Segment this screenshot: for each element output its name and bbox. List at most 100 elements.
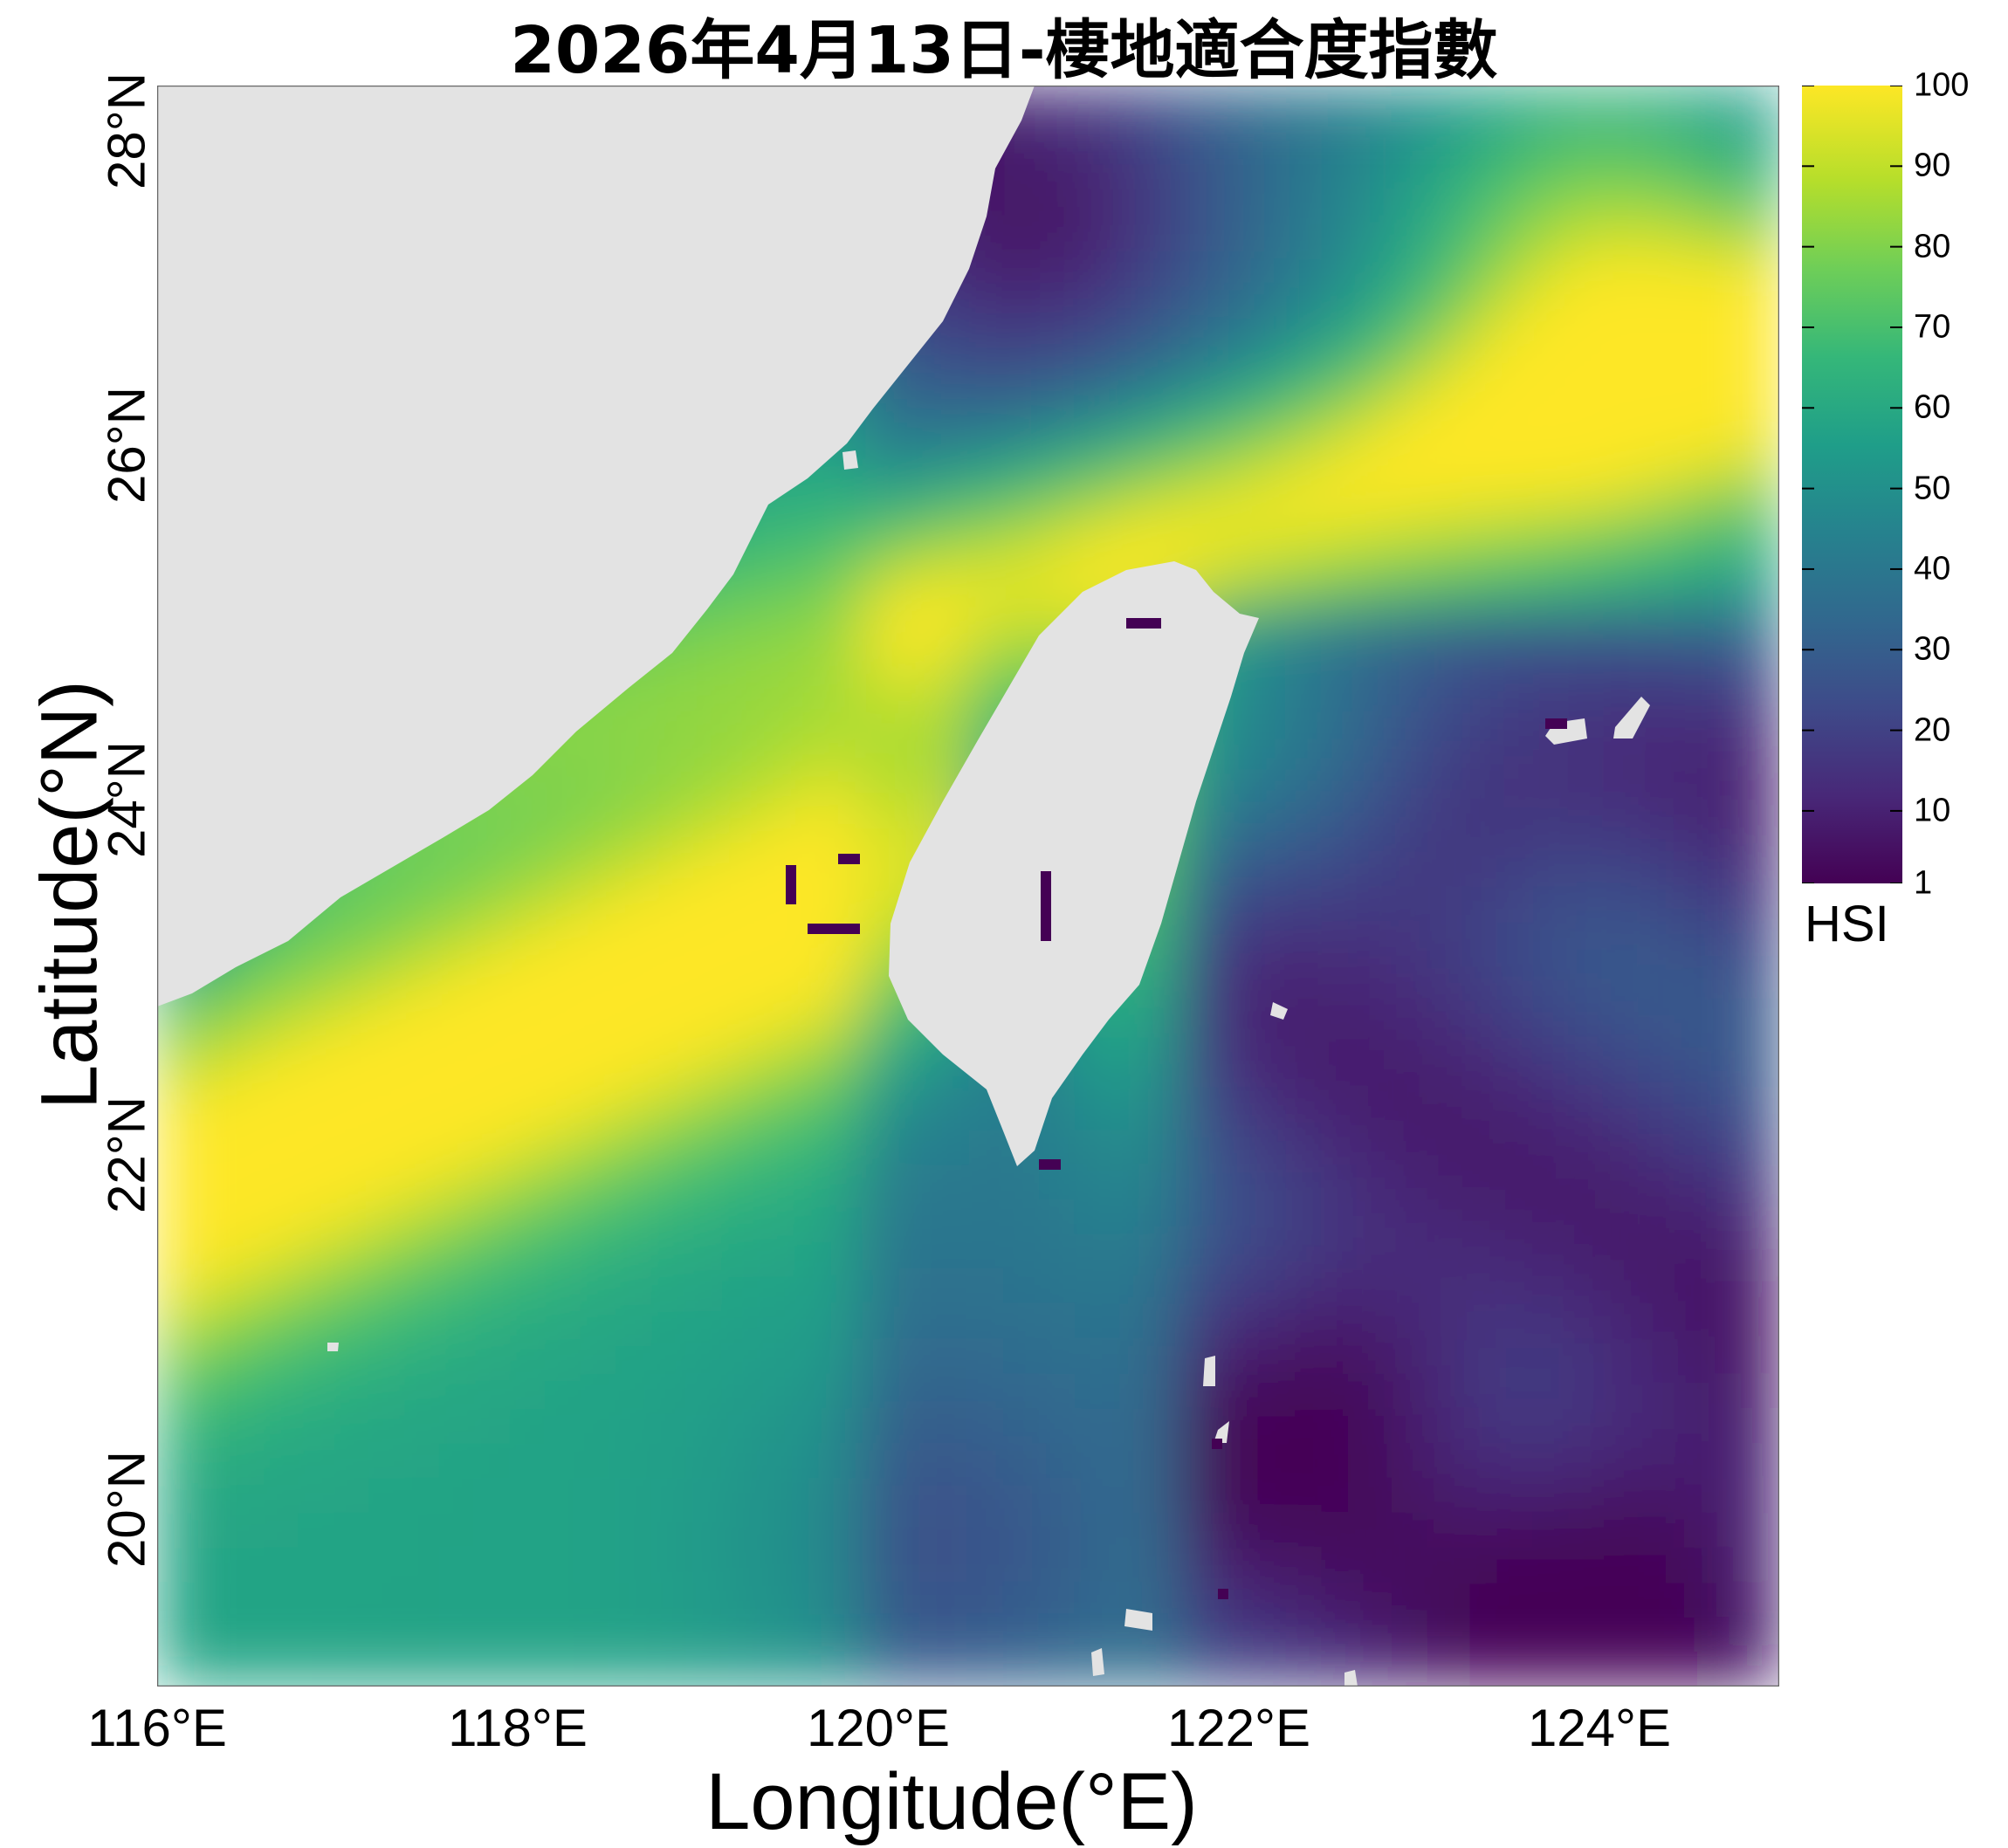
hsi-cell [1145, 468, 1181, 505]
hsi-cell [1285, 120, 1322, 156]
hsi-cell [1320, 1164, 1358, 1200]
hsi-cell [721, 1303, 758, 1340]
hsi-cell [439, 1547, 476, 1584]
hsi-cell [1320, 329, 1358, 365]
hsi-cell [157, 1199, 194, 1235]
hsi-cell [1003, 538, 1040, 574]
hsi-cell [1109, 1652, 1145, 1687]
hsi-cell [1567, 259, 1605, 296]
hsi-cell [1743, 433, 1779, 470]
hsi-cell [615, 1164, 652, 1200]
hsi-cell [721, 886, 758, 922]
hsi-cell [1743, 677, 1779, 713]
hsi-cell [1532, 1060, 1569, 1096]
hsi-cell [1461, 920, 1498, 957]
hsi-cell [545, 990, 581, 1027]
hsi-cell [1743, 642, 1779, 678]
hsi-cell [1673, 816, 1710, 853]
hsi-cell [1743, 1338, 1779, 1375]
hsi-cell [1673, 538, 1710, 574]
hsi-cell [1603, 1582, 1640, 1618]
hsi-cell [1074, 1095, 1111, 1131]
hsi-cell [756, 1442, 794, 1479]
hsi-cell [1250, 1164, 1287, 1200]
hsi-cell [1427, 1095, 1463, 1131]
hsi-cell [1356, 1025, 1393, 1061]
hsi-cell [1743, 1652, 1779, 1687]
hsi-cell [1179, 259, 1216, 296]
hsi-cell [1743, 259, 1779, 296]
hsi-cell [227, 990, 265, 1027]
hsi-cell [1496, 155, 1534, 191]
hsi-cell [932, 1338, 969, 1375]
hsi-cell [897, 468, 934, 505]
hsi-cell [1391, 1582, 1428, 1618]
hsi-cell [792, 608, 829, 643]
hsi-cell [1567, 1582, 1605, 1618]
hsi-cell [545, 1373, 581, 1410]
hsi-cell [827, 746, 863, 783]
hsi-cell [1496, 1095, 1534, 1131]
hsi-cell [1109, 1303, 1145, 1340]
hsi-cell [827, 816, 863, 853]
hsi-cell [474, 1512, 511, 1549]
hsi-cell [1638, 1199, 1674, 1235]
hsi-cell [1567, 1442, 1605, 1479]
hsi-cell [192, 1512, 229, 1549]
hsi-cell [403, 990, 441, 1027]
hsi-cell [1567, 1652, 1605, 1687]
hsi-cell [897, 1268, 934, 1305]
hsi-cell [368, 1060, 405, 1096]
hsi-cell [1356, 155, 1393, 191]
hsi-cell [1391, 1268, 1428, 1305]
hsi-cell [862, 1652, 899, 1687]
hsi-cell [1567, 886, 1605, 922]
hsi-cell [1038, 1303, 1076, 1340]
hsi-cell [1567, 1130, 1605, 1165]
hsi-cell [1356, 1652, 1393, 1687]
hsi-cell [1214, 294, 1252, 331]
colorbar-tick-label: 20 [1914, 711, 1951, 749]
land-layer [157, 86, 1650, 1687]
hsi-cell [1038, 259, 1076, 296]
hsi-cell [1038, 1408, 1076, 1444]
hsi-cell [1461, 1303, 1498, 1340]
hsi-cell [1461, 1233, 1498, 1270]
hsi-cell [685, 781, 723, 818]
hsi-cell [1427, 851, 1463, 887]
hsi-cell [1320, 711, 1358, 748]
hsi-cell [192, 1060, 229, 1096]
hsi-cell [1214, 224, 1252, 261]
hsi-cell [756, 1582, 794, 1618]
hsi-cell [615, 1095, 652, 1131]
hsi-cell [1250, 955, 1287, 992]
hsi-cell [1179, 1233, 1216, 1270]
hsi-cell [1145, 1442, 1181, 1479]
hsi-cell [1214, 1512, 1252, 1549]
hsi-cell [1250, 120, 1287, 156]
hsi-cell [1673, 364, 1710, 400]
hsi-cell [403, 1652, 441, 1687]
hsi-cell [1427, 1130, 1463, 1165]
y-tick-label: 22°N [97, 1096, 156, 1214]
hsi-cell [792, 1547, 829, 1584]
hsi-cell [1285, 503, 1322, 539]
hsi-cell [368, 1408, 405, 1444]
hsi-cell [1567, 1060, 1605, 1096]
hsi-cell [1391, 851, 1428, 887]
hsi-cell [897, 538, 934, 574]
hsi-cell [1603, 642, 1640, 678]
hsi-cell [157, 1582, 194, 1618]
hsi-cell [685, 955, 723, 992]
hsi-cell [1603, 433, 1640, 470]
hsi-cell [263, 955, 299, 992]
hsi-cell [1145, 398, 1181, 435]
hsi-cell [1461, 711, 1498, 748]
hsi-cell [1427, 711, 1463, 748]
hsi-cell [1743, 1164, 1779, 1200]
hsi-cell [932, 608, 969, 643]
hsi-cell [1391, 1373, 1428, 1410]
hsi-cell [298, 1060, 334, 1096]
hsi-cell [1391, 155, 1428, 191]
hsi-cell [1709, 1199, 1745, 1235]
